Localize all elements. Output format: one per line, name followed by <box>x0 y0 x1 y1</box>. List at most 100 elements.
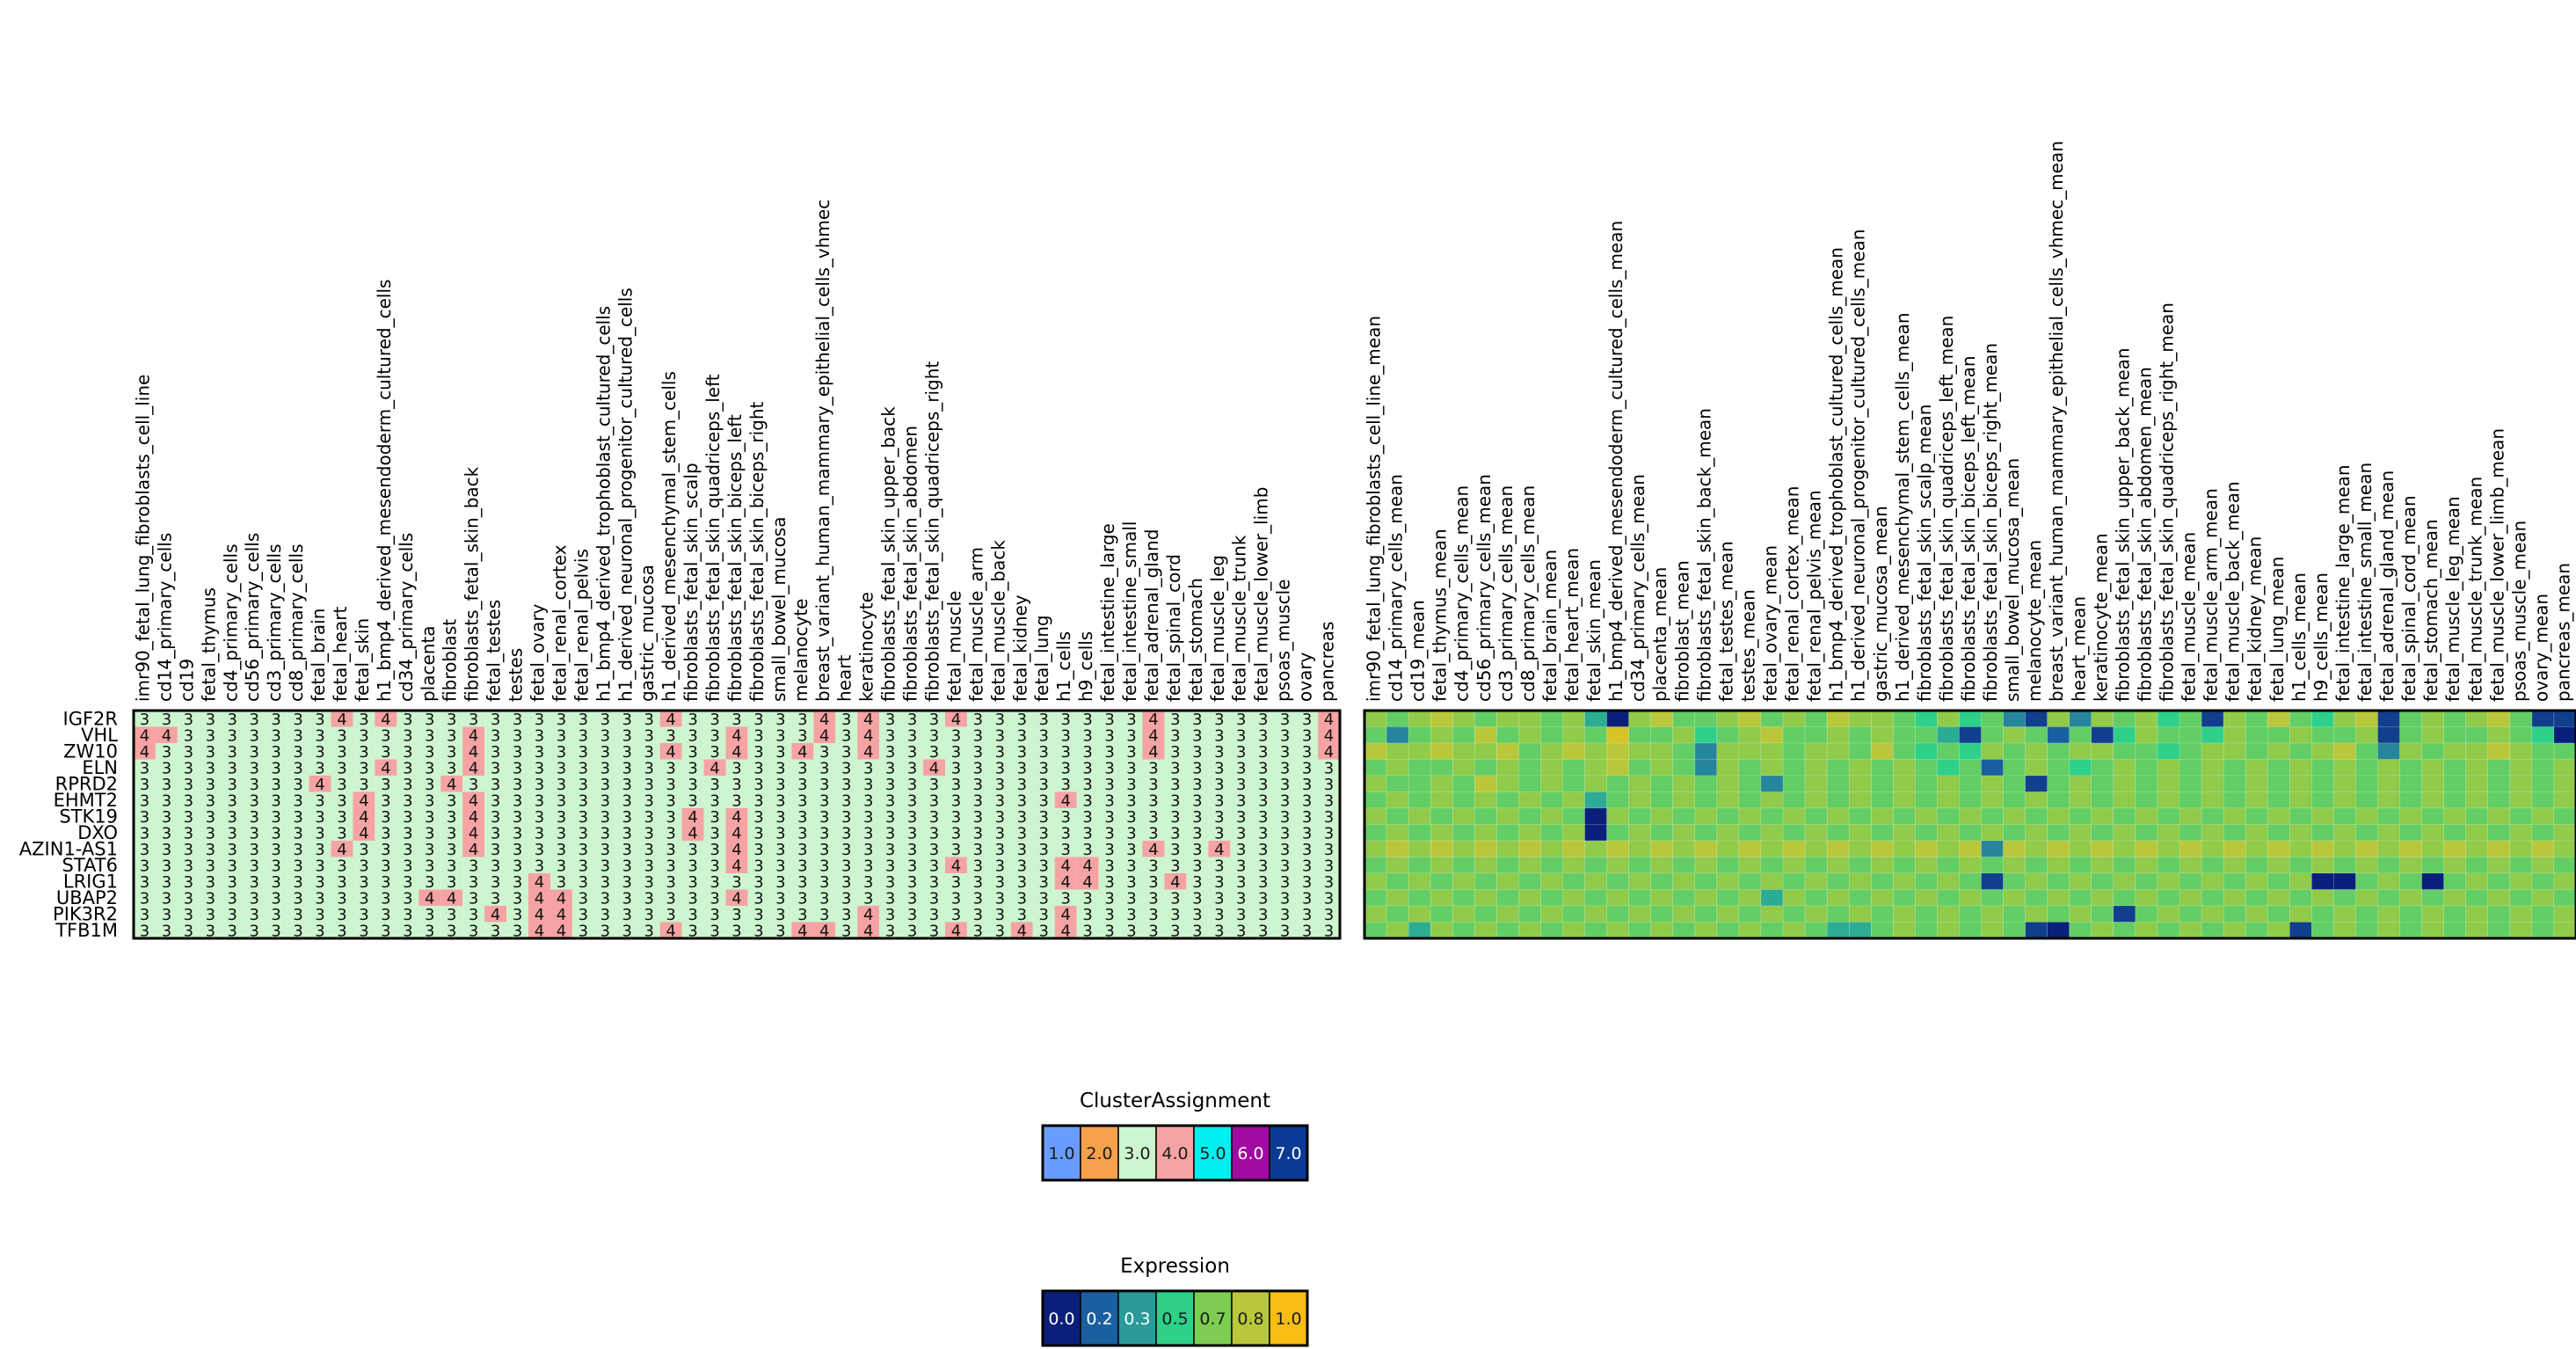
cell-value-label: 3 <box>206 759 215 777</box>
cell-value-label: 3 <box>557 808 566 827</box>
heatmap-cell <box>549 873 572 890</box>
cell-value-label: 3 <box>403 776 412 794</box>
heatmap-cell <box>2113 905 2136 922</box>
cell-value-label: 3 <box>1258 889 1268 908</box>
heatmap-cell <box>1584 889 1607 907</box>
heatmap-cell <box>1364 922 1387 939</box>
heatmap-cell <box>177 841 200 857</box>
cell-value-label: 3 <box>293 726 302 745</box>
cell-value-label: 3 <box>1324 759 1334 777</box>
cell-value-label: 3 <box>579 906 588 924</box>
heatmap-cell <box>440 873 463 890</box>
cell-value-label: 3 <box>271 711 280 729</box>
cell-value-label: 3 <box>907 873 917 892</box>
heatmap-cell <box>2333 726 2356 744</box>
heatmap-cell <box>1010 857 1033 873</box>
heatmap-cell <box>2311 840 2334 857</box>
cell-value-label: 3 <box>1302 711 1312 729</box>
heatmap-cell <box>1252 776 1275 792</box>
heatmap-cell <box>2135 840 2158 857</box>
heatmap-cell <box>506 857 529 873</box>
heatmap-cell <box>2135 872 2158 890</box>
heatmap-cell <box>375 841 397 857</box>
heatmap-cell <box>988 889 1011 906</box>
heatmap-cell <box>857 841 880 857</box>
cell-value-label: 3 <box>381 726 390 745</box>
heatmap-cell <box>199 841 222 857</box>
heatmap-cell <box>791 873 814 890</box>
heatmap-cell <box>2531 710 2555 727</box>
heatmap-cell <box>1408 840 1431 857</box>
column-label: fibroblasts_fetal_skin_biceps_left <box>724 414 746 702</box>
heatmap-cell <box>1054 857 1077 873</box>
heatmap-cell <box>2509 824 2533 842</box>
cell-value-label: 3 <box>1214 743 1224 762</box>
column-label: h9_cells <box>1075 631 1096 702</box>
cell-value-label: 4 <box>535 873 544 892</box>
heatmap-cell <box>637 824 660 841</box>
heatmap-cell <box>1606 775 1629 792</box>
heatmap-cell <box>2245 905 2268 922</box>
cell-value-label: 4 <box>140 726 149 745</box>
heatmap-cell <box>1870 726 1894 744</box>
cell-value-label: 3 <box>228 759 237 777</box>
cell-value-label: 3 <box>731 906 741 924</box>
heatmap-cell <box>1386 905 1409 922</box>
heatmap-cell <box>901 857 924 873</box>
heatmap-cell <box>1230 824 1253 841</box>
cell-value-label: 3 <box>162 791 171 810</box>
cell-value-label: 3 <box>513 824 522 842</box>
heatmap-cell <box>528 889 550 906</box>
heatmap-cell <box>813 857 836 873</box>
heatmap-cell <box>2377 710 2400 727</box>
heatmap-cell <box>1760 759 1784 777</box>
heatmap-cell <box>2421 742 2444 760</box>
heatmap-cell <box>2223 872 2246 890</box>
heatmap-cell <box>528 906 550 922</box>
heatmap-cell <box>1981 824 2004 842</box>
heatmap-cell <box>1098 889 1121 906</box>
cell-value-label: 3 <box>271 776 280 794</box>
heatmap-cell <box>988 776 1011 792</box>
heatmap-cell <box>1870 840 1894 857</box>
cell-value-label: 3 <box>929 873 939 892</box>
heatmap-cell <box>1076 743 1099 760</box>
heatmap-cell <box>2047 726 2070 744</box>
heatmap-cell <box>725 922 748 938</box>
heatmap-cell <box>1540 905 1563 922</box>
heatmap-cell <box>1076 776 1099 792</box>
heatmap-cell <box>221 824 244 841</box>
heatmap-cell <box>418 824 441 841</box>
heatmap-cell <box>2355 759 2378 777</box>
cell-value-label: 3 <box>951 726 961 745</box>
cell-value-label: 3 <box>491 711 500 729</box>
heatmap-cell <box>1296 873 1319 890</box>
heatmap-cell <box>703 776 726 792</box>
heatmap-cell <box>1142 726 1165 743</box>
heatmap-cell <box>1274 873 1297 890</box>
heatmap-cell <box>1981 759 2004 777</box>
heatmap-cell <box>1010 759 1033 776</box>
heatmap-cell <box>1120 906 1143 922</box>
cell-value-label: 3 <box>1258 906 1268 924</box>
heatmap-cell <box>593 711 616 727</box>
cell-value-label: 3 <box>1236 857 1246 875</box>
cell-value-label: 3 <box>644 873 653 892</box>
cell-value-label: 3 <box>797 889 807 908</box>
heatmap-cell <box>506 791 529 808</box>
heatmap-cell <box>2311 922 2334 939</box>
heatmap-cell <box>1452 742 1475 760</box>
heatmap-cell <box>659 808 682 825</box>
heatmap-cell <box>2179 905 2202 922</box>
heatmap-cell <box>1496 824 1519 842</box>
heatmap-cell <box>2113 807 2136 825</box>
cell-value-label: 3 <box>973 889 983 908</box>
heatmap-cell <box>265 743 287 760</box>
cell-value-label: 3 <box>907 841 917 859</box>
heatmap-cell <box>2289 807 2312 825</box>
cell-value-label: 3 <box>337 922 346 940</box>
heatmap-cell <box>221 841 244 857</box>
cell-value-label: 3 <box>995 808 1005 827</box>
cell-value-label: 3 <box>469 889 478 908</box>
heatmap-cell <box>287 824 309 841</box>
